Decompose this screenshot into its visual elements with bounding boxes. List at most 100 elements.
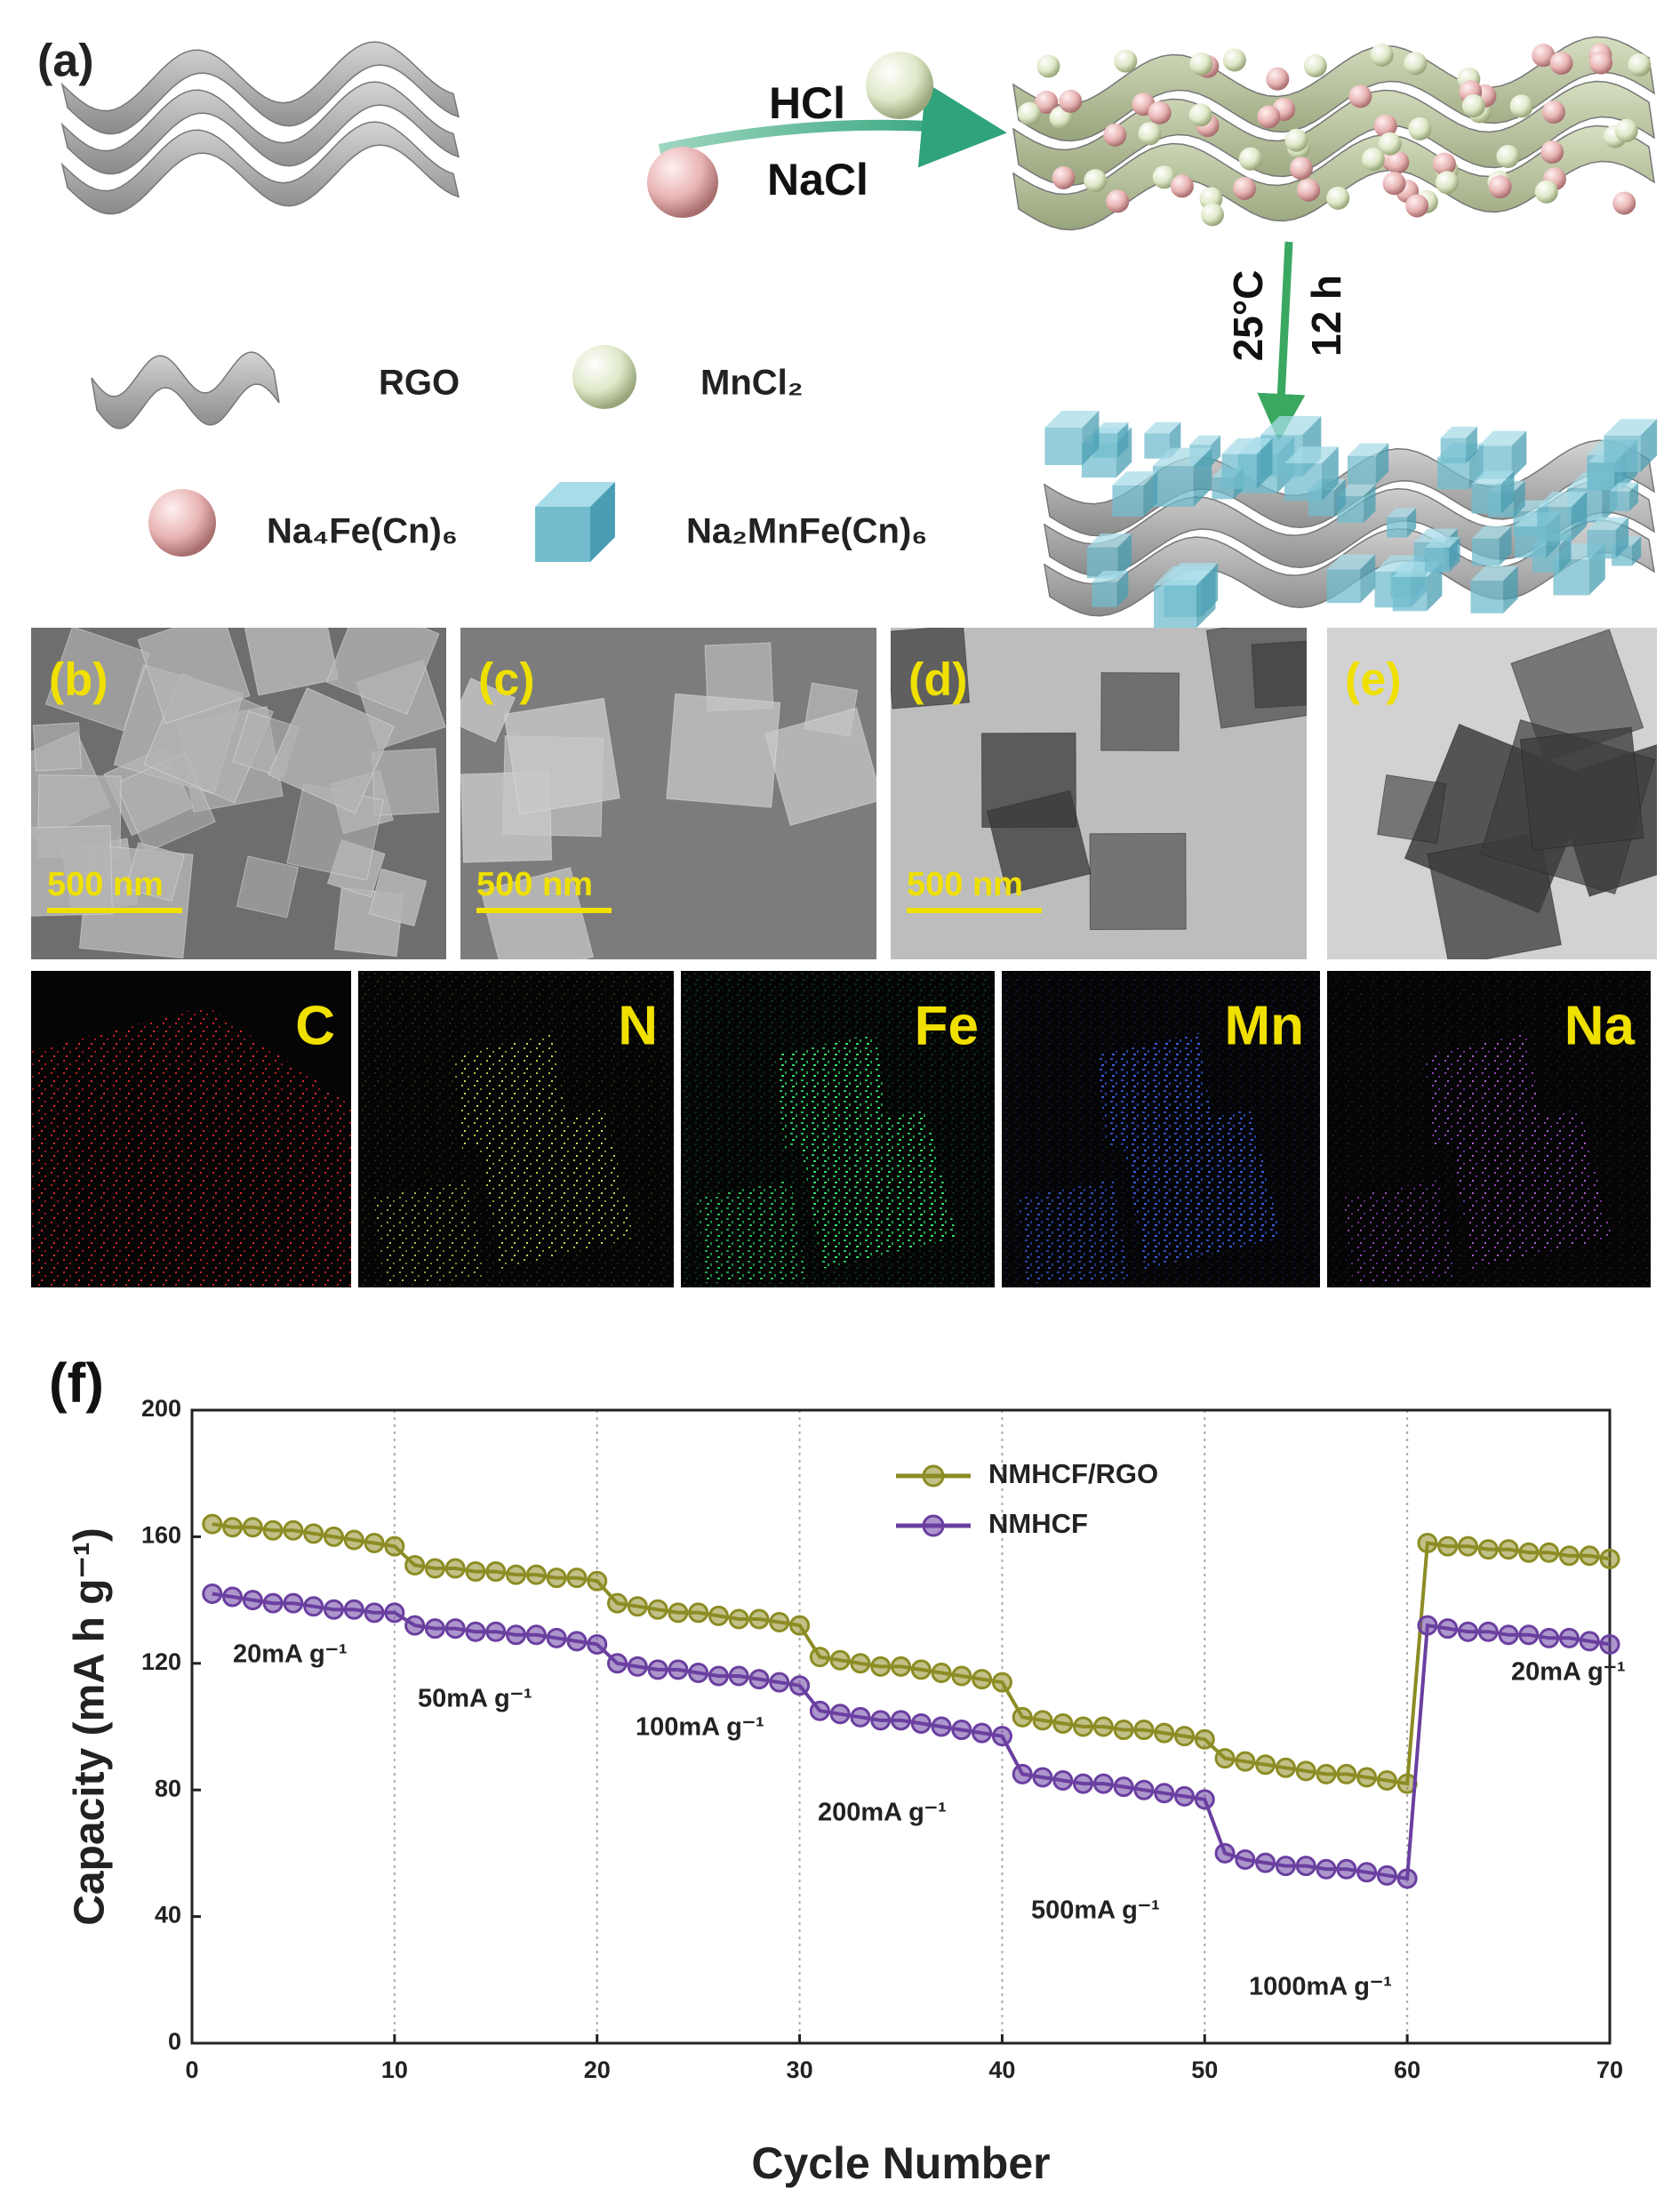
cube-face	[1256, 438, 1273, 489]
marker	[688, 1602, 709, 1624]
cube-face	[1440, 437, 1467, 464]
cube-face	[1116, 570, 1129, 607]
marker	[728, 1665, 749, 1687]
legend-label: NMHCF	[988, 1508, 1088, 1539]
signal	[373, 1180, 484, 1283]
particle	[1519, 726, 1644, 852]
sphere	[1326, 186, 1350, 210]
cube-face	[1152, 466, 1194, 507]
y-tick-label: 40	[155, 1902, 181, 1928]
sphere	[1148, 100, 1172, 124]
marker	[1012, 1706, 1033, 1728]
signal	[1017, 1180, 1130, 1283]
marker	[688, 1662, 709, 1683]
marker	[364, 1602, 385, 1624]
cube-face	[1629, 482, 1639, 511]
marker	[769, 1672, 790, 1693]
marker	[850, 1706, 871, 1728]
marker	[283, 1592, 304, 1614]
marker	[972, 1722, 993, 1744]
plot-frame	[190, 1408, 1612, 2045]
cube-face	[1321, 446, 1339, 501]
marker	[1356, 1862, 1378, 1883]
cube-face	[1092, 581, 1117, 607]
sheet	[1012, 36, 1655, 142]
composite	[1012, 36, 1655, 231]
marker	[931, 1662, 952, 1683]
sphere	[1405, 194, 1429, 218]
marker	[769, 1612, 790, 1633]
sphere	[1018, 101, 1042, 125]
marker	[587, 1570, 608, 1592]
elemental-map: Mn	[1002, 971, 1320, 1287]
marker	[404, 1615, 426, 1636]
map-label: Na	[1564, 995, 1636, 1056]
cube-face	[1537, 507, 1572, 541]
marker	[931, 1716, 952, 1737]
marker	[1214, 1748, 1236, 1769]
sphere	[866, 52, 933, 119]
marker	[1255, 1852, 1276, 1873]
cube-face	[1284, 446, 1339, 464]
signal	[452, 1033, 567, 1149]
marker	[789, 1615, 811, 1636]
cube-face	[1406, 508, 1417, 538]
marker	[222, 1586, 244, 1608]
elemental-map: Fe	[681, 971, 995, 1287]
sphere	[1106, 189, 1130, 213]
marker	[1133, 1720, 1155, 1741]
panel-label: (c)	[478, 654, 535, 706]
cube-face	[1082, 410, 1100, 466]
cube-face	[1193, 447, 1212, 507]
marker	[1498, 1624, 1519, 1646]
cube-face	[1387, 517, 1407, 538]
cube-face	[1604, 435, 1641, 472]
cube-face	[1092, 570, 1129, 582]
marker	[587, 1633, 608, 1655]
sphere	[1370, 43, 1394, 67]
sheet	[91, 351, 280, 429]
marker	[242, 1590, 263, 1611]
marker	[910, 1712, 932, 1734]
cube-face	[1152, 447, 1212, 467]
marker	[1235, 1751, 1256, 1772]
schematic: (a) HCl NaCl 25°C 12 h RGO MnCl₂ Na₄Fe(C…	[37, 36, 1658, 629]
sphere	[1532, 44, 1556, 68]
cube-face	[535, 482, 615, 507]
marker	[1092, 1773, 1114, 1794]
sphere	[1386, 150, 1410, 174]
cube-face	[1326, 554, 1376, 570]
reagent: NaCl	[767, 155, 868, 204]
cube-face	[1347, 443, 1389, 456]
sphere	[1152, 165, 1176, 189]
marker	[283, 1519, 304, 1541]
sphere	[1189, 52, 1213, 76]
cube-face	[1387, 508, 1417, 517]
x-tick-label: 40	[988, 2057, 1015, 2083]
sphere	[1382, 172, 1406, 196]
sphere	[1138, 122, 1162, 146]
cube-face	[1425, 536, 1460, 549]
cube-face	[1117, 533, 1132, 579]
marker	[546, 1568, 567, 1589]
marker	[1032, 1710, 1053, 1731]
marker	[1477, 1539, 1499, 1560]
marker	[1295, 1856, 1316, 1877]
cube-face	[1631, 536, 1642, 566]
condition: 12 h	[1303, 275, 1349, 357]
cube-face	[1154, 565, 1216, 586]
panel-label: (e)	[1345, 654, 1402, 706]
marker	[1437, 1618, 1459, 1640]
particle	[242, 628, 340, 696]
sphere	[1238, 147, 1262, 171]
marker	[1295, 1760, 1316, 1782]
cube-face	[1333, 478, 1346, 517]
sheet	[1012, 80, 1655, 187]
marker	[1458, 1535, 1478, 1557]
cube-face	[1154, 585, 1196, 629]
legend-text: Na₄Fe(Cn)₆	[267, 512, 458, 551]
marker	[1579, 1545, 1600, 1567]
micrograph: (e)	[1327, 628, 1657, 959]
marker	[972, 1669, 993, 1690]
marker	[1214, 1842, 1236, 1864]
